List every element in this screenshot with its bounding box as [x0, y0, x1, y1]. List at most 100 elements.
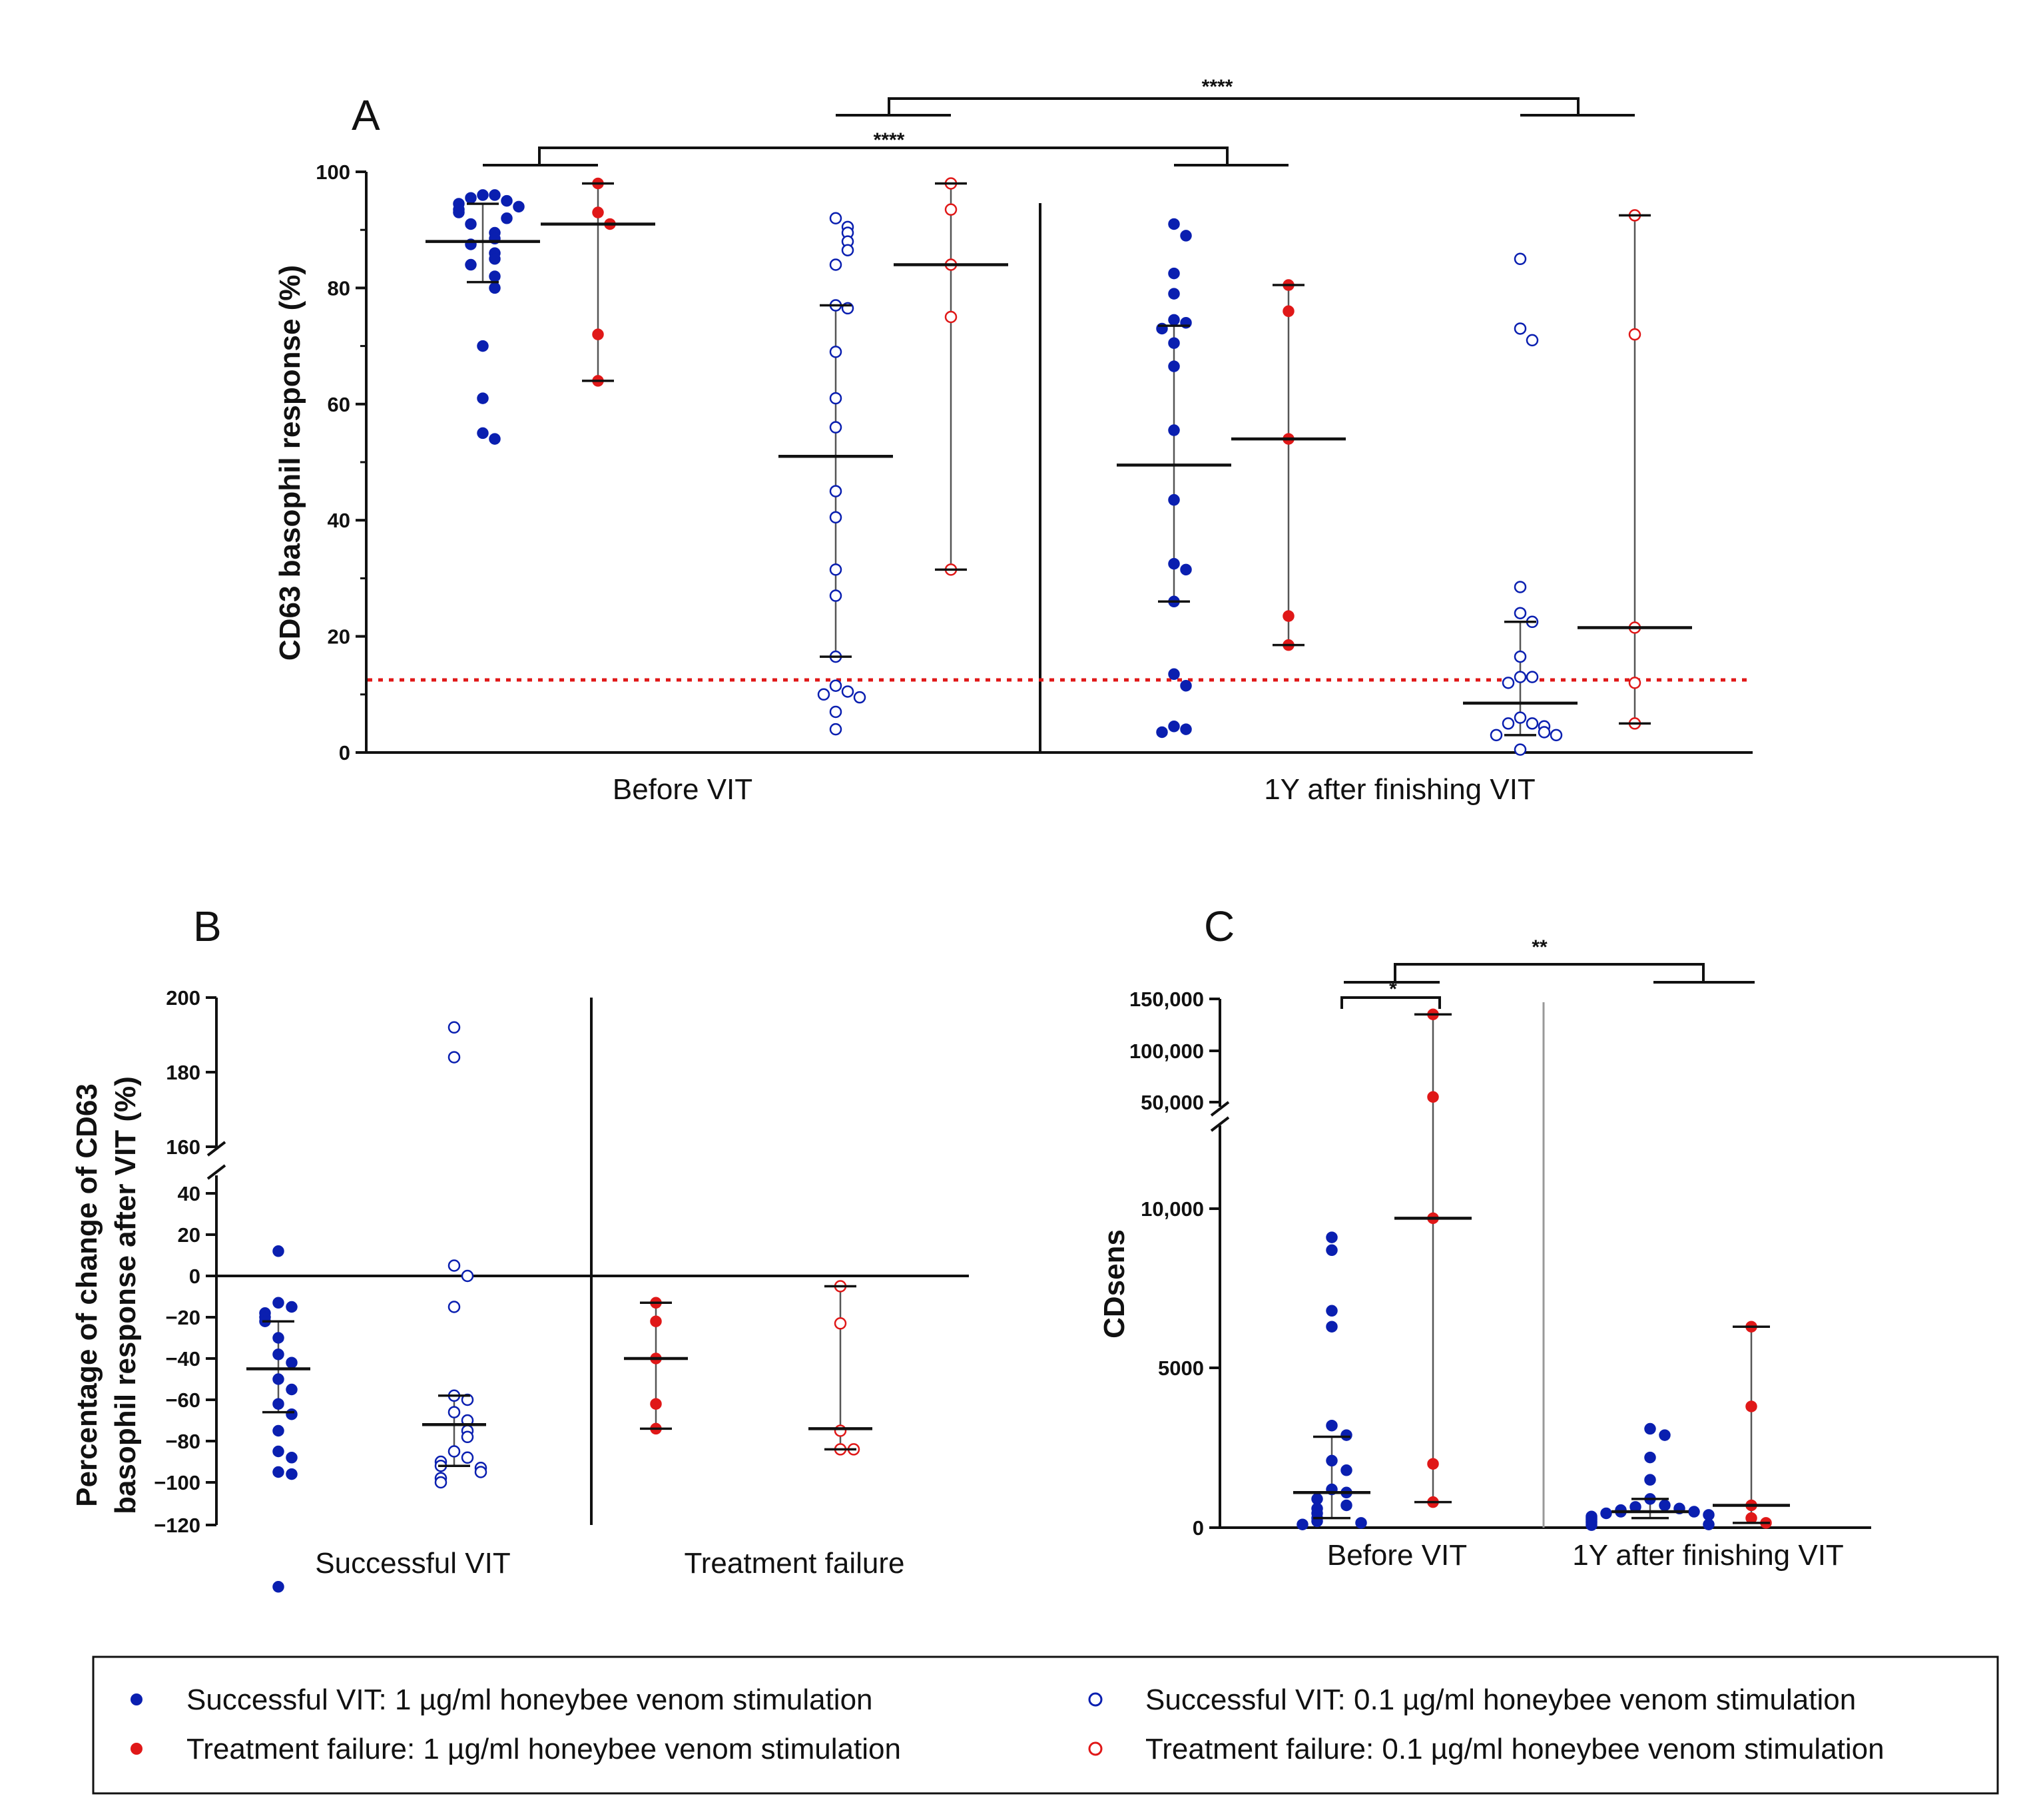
- panel-b-point: [286, 1383, 298, 1396]
- panel-a-ytick-label: 0: [339, 741, 350, 764]
- panel-c-point: [1600, 1507, 1612, 1520]
- panel-b-point: [272, 1398, 284, 1410]
- panel-b: B Percentage of change of CD63 basophil …: [71, 902, 969, 1593]
- panel-a-point: [1514, 650, 1527, 663]
- panel-a-point: [1514, 671, 1527, 683]
- panel-b-series: [246, 1245, 310, 1593]
- panel-a-point: [453, 206, 465, 218]
- panel-a-series: [894, 177, 1008, 576]
- panel-b-ytick-label: 20: [178, 1223, 200, 1247]
- panel-a-point: [944, 203, 958, 216]
- panel-c-letter: C: [1204, 902, 1235, 950]
- panel-b-point: [447, 1406, 461, 1418]
- legend-entry-label: Successful VIT: 1 µg/ml honeybee venom s…: [186, 1683, 873, 1716]
- panel-b-series: [422, 1021, 487, 1489]
- panel-b-plot: [246, 1021, 872, 1593]
- panel-c-point: [1586, 1519, 1597, 1531]
- panel-a-series: [1463, 252, 1578, 756]
- panel-a-point: [1550, 729, 1563, 742]
- panel-c-ylabel: CDsens: [1098, 1229, 1131, 1339]
- panel-a-point: [1628, 328, 1641, 341]
- panel-a-point: [465, 258, 477, 271]
- panel-c-point: [1340, 1464, 1352, 1476]
- panel-a-point: [1180, 230, 1192, 242]
- panel-a-point: [1168, 337, 1180, 349]
- panel-a-point: [489, 189, 501, 201]
- panel-a-point: [489, 433, 501, 445]
- legend-box: [92, 1656, 1999, 1795]
- panel-a-point: [1514, 607, 1527, 619]
- panel-c-sig-label-double: **: [1532, 936, 1548, 958]
- panel-a-point: [501, 212, 513, 224]
- panel-b-point: [834, 1317, 847, 1330]
- panel-a-series: [1578, 209, 1692, 730]
- panel-b-point: [272, 1466, 284, 1478]
- panel-a-plot: [426, 177, 1692, 756]
- panel-c-series: [1394, 1008, 1472, 1508]
- panel-a-point: [1168, 360, 1180, 372]
- panel-a-series: [541, 177, 655, 387]
- panel-b-axis-break: [206, 1141, 226, 1180]
- panel-a-point: [1538, 726, 1551, 739]
- panel-c-point: [1311, 1493, 1323, 1505]
- panel-a-point: [477, 392, 489, 404]
- panel-a-series: [426, 189, 540, 445]
- panel-a-ytick-label: 20: [328, 625, 350, 649]
- panel-b-point: [461, 1269, 474, 1283]
- panel-a-point: [829, 563, 842, 576]
- panel-c-point: [1688, 1506, 1700, 1518]
- panel-a-point: [1283, 305, 1295, 318]
- panel-a-point: [1168, 218, 1180, 230]
- panel-b-point: [272, 1349, 284, 1361]
- panel-a-series: [1231, 279, 1346, 651]
- panel-a-point: [1526, 334, 1539, 347]
- panel-a-point: [1168, 314, 1180, 326]
- panel-a-point: [1526, 717, 1539, 730]
- panel-c-point: [1326, 1231, 1338, 1243]
- panel-c-sig-label-star: *: [1389, 978, 1397, 1000]
- panel-c-point: [1326, 1244, 1338, 1257]
- panel-c-point: [1427, 1458, 1439, 1470]
- panel-a-ytick-label: 40: [328, 509, 350, 532]
- panel-c-point: [1297, 1518, 1308, 1530]
- panel-a-point: [592, 328, 604, 340]
- panel-b-point: [272, 1581, 284, 1593]
- panel-a-point: [1168, 288, 1180, 300]
- panel-b-ytick-label: 180: [166, 1061, 200, 1084]
- panel-b-point: [434, 1476, 447, 1489]
- panel-c-point: [1659, 1429, 1671, 1441]
- panel-a-point: [853, 691, 866, 704]
- panel-a-letter: A: [352, 91, 380, 139]
- panel-b-series: [624, 1297, 688, 1435]
- panel-c-sig-bracket-double: [1344, 963, 1755, 984]
- panel-c-point: [1659, 1499, 1671, 1512]
- panel-b-point: [272, 1373, 284, 1385]
- panel-a-point: [829, 589, 842, 602]
- panel-b-point: [461, 1430, 474, 1444]
- panel-b-point: [272, 1332, 284, 1344]
- panel-a-point: [829, 258, 842, 271]
- panel-c-group-label-after: 1Y after finishing VIT: [1572, 1539, 1844, 1572]
- panel-c-point: [1326, 1419, 1338, 1432]
- panel-a-point: [489, 270, 501, 282]
- legend-entry-label: Treatment failure: 1 µg/ml honeybee veno…: [186, 1733, 901, 1765]
- panel-c-point: [1326, 1454, 1338, 1467]
- panel-b-ytick-label: 0: [189, 1265, 200, 1288]
- panel-c-point: [1745, 1400, 1757, 1412]
- panel-b-point: [272, 1424, 284, 1437]
- panel-a-point: [489, 253, 501, 265]
- panel-b-ytick-label: −120: [154, 1514, 200, 1537]
- panel-b-ytick-label: −80: [165, 1430, 200, 1453]
- panel-a-point: [592, 206, 604, 218]
- panel-c-series: [1713, 1321, 1790, 1529]
- panel-a-ytick-label: 80: [328, 276, 350, 300]
- panel-c-point: [1326, 1305, 1338, 1317]
- panel-a-point: [513, 200, 525, 213]
- panel-a-point: [944, 310, 958, 324]
- panel-c-point: [1703, 1509, 1715, 1521]
- panel-c-ytick-label: 10,000: [1141, 1197, 1204, 1221]
- panel-b-point: [447, 1051, 461, 1063]
- panel-b-point: [286, 1301, 298, 1313]
- panel-a-point: [1628, 677, 1641, 689]
